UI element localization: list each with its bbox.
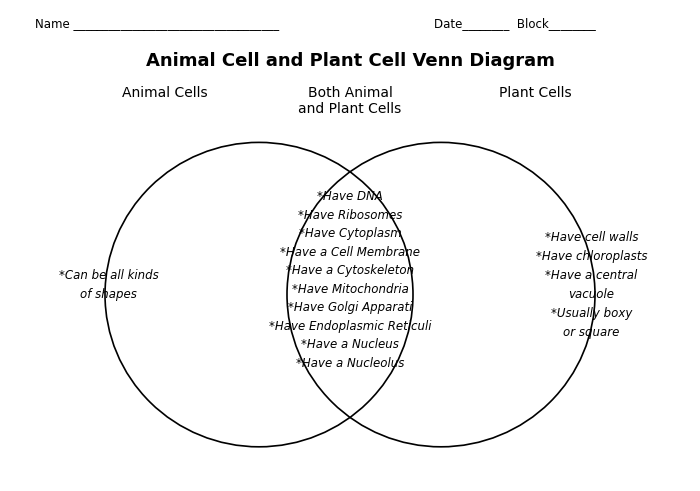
Text: *Have DNA
*Have Ribosomes
*Have Cytoplasm
*Have a Cell Membrane
*Have a Cytoskel: *Have DNA *Have Ribosomes *Have Cytoplas…: [269, 190, 431, 370]
Text: Name ___________________________________: Name ___________________________________: [35, 17, 279, 30]
Text: *Can be all kinds
of shapes: *Can be all kinds of shapes: [59, 269, 158, 301]
Text: Both Animal
and Plant Cells: Both Animal and Plant Cells: [298, 86, 402, 116]
Text: *Have cell walls
*Have chloroplasts
*Have a central
vacuole
*Usually boxy
or squ: *Have cell walls *Have chloroplasts *Hav…: [536, 231, 648, 339]
Text: Date________  Block________: Date________ Block________: [434, 17, 596, 30]
Text: Animal Cell and Plant Cell Venn Diagram: Animal Cell and Plant Cell Venn Diagram: [146, 52, 554, 70]
Text: Animal Cells: Animal Cells: [122, 86, 207, 100]
Text: Plant Cells: Plant Cells: [499, 86, 572, 100]
